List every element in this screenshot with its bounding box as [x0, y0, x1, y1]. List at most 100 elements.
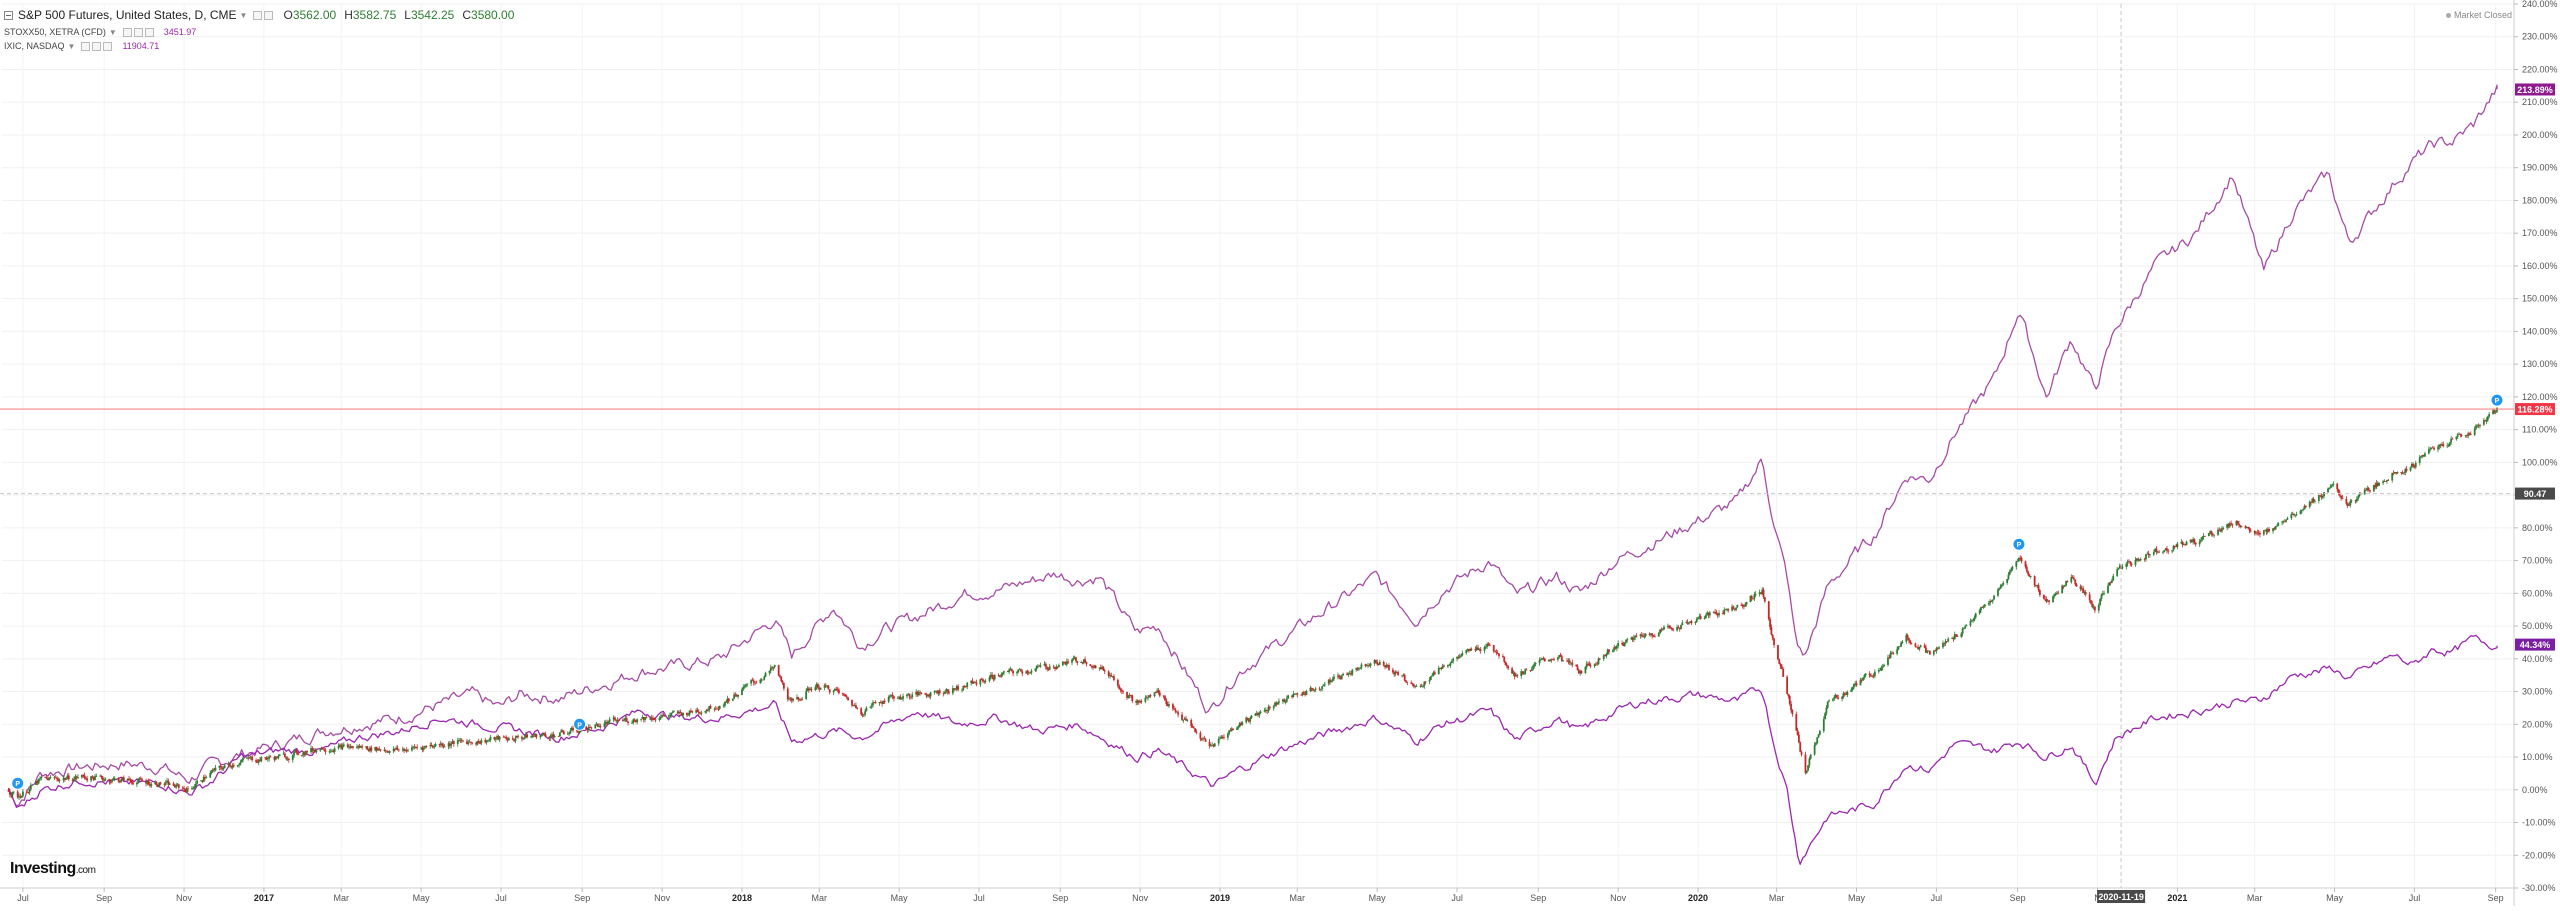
- candle-down: [2211, 533, 2214, 536]
- candle-down: [562, 731, 565, 735]
- x-tick-label: Mar: [1769, 893, 1785, 903]
- candle-up: [20, 795, 23, 798]
- candle-up: [1321, 686, 1324, 689]
- candle-down: [1047, 668, 1050, 670]
- candle-down: [1110, 675, 1113, 677]
- candle-down: [287, 758, 290, 760]
- y-tick-label: 220.00%: [2522, 64, 2558, 74]
- candle-up: [1136, 700, 1139, 703]
- candle-up: [1657, 632, 1660, 637]
- candle-down: [982, 679, 984, 682]
- candle-down: [497, 736, 500, 740]
- candle-up: [917, 692, 920, 695]
- candle-up: [542, 733, 544, 736]
- candle-down: [386, 750, 388, 752]
- compare-nasdaq-remove-icon[interactable]: [103, 41, 113, 51]
- event-marker-icon[interactable]: [2012, 537, 2026, 551]
- compare-nasdaq-settings-icon[interactable]: [92, 41, 102, 51]
- candle-up: [1441, 665, 1444, 669]
- candle-down: [1575, 664, 1578, 667]
- candle-down: [786, 688, 789, 700]
- candle-up: [1541, 658, 1544, 660]
- candle-up: [1267, 706, 1270, 712]
- candle-down: [311, 747, 314, 751]
- candle-up: [1818, 731, 1821, 735]
- compare-stoxx-remove-icon[interactable]: [144, 27, 154, 37]
- candle-up: [1832, 698, 1834, 701]
- event-marker-icon[interactable]: [11, 776, 25, 790]
- candle-down: [1240, 723, 1242, 725]
- hide-series-icon[interactable]: [253, 10, 263, 20]
- candle-up: [1342, 673, 1345, 676]
- candle-up: [1431, 675, 1434, 677]
- candle-down: [971, 680, 974, 684]
- compare-stoxx-name[interactable]: STOXX50, XETRA (CFD): [4, 27, 106, 37]
- candle-down: [108, 779, 111, 782]
- candle-down: [942, 693, 945, 695]
- compare-stoxx-dropdown-icon[interactable]: ▼: [108, 27, 117, 37]
- candle-down: [891, 694, 894, 697]
- candle-up: [2479, 424, 2481, 427]
- candle-up: [2290, 514, 2293, 519]
- candle-up: [1932, 650, 1935, 655]
- candle-down: [893, 696, 895, 699]
- compare-nasdaq-name[interactable]: IXIC, NASDAQ: [4, 41, 65, 51]
- candle-down: [2238, 523, 2240, 526]
- candle-down: [1553, 659, 1555, 661]
- series-settings-icon[interactable]: [264, 10, 274, 20]
- candle-down: [1795, 714, 1798, 731]
- candle-up: [238, 764, 240, 766]
- candle-up: [2328, 487, 2331, 489]
- candle-up: [1183, 718, 1186, 720]
- compare-stoxx-settings-icon[interactable]: [133, 27, 143, 37]
- symbol-title[interactable]: S&P 500 Futures, United States, D, CME: [18, 8, 237, 22]
- compare-nasdaq-dropdown-icon[interactable]: ▼: [67, 41, 76, 51]
- candle-up: [743, 686, 746, 688]
- event-marker-label: P: [2495, 398, 2500, 405]
- candle-down: [2439, 444, 2442, 446]
- candle-up: [329, 751, 332, 753]
- candle-down: [156, 784, 159, 787]
- candle-down: [1504, 661, 1507, 666]
- ohlc-close: C3580.00: [462, 8, 515, 22]
- candle-down: [1651, 633, 1654, 636]
- candle-up: [2488, 414, 2491, 417]
- stoxx-last-value-badge-bg: [2515, 638, 2555, 651]
- candle-up: [2121, 566, 2124, 569]
- symbol-dropdown-icon[interactable]: ▼: [239, 10, 248, 20]
- candle-down: [460, 739, 463, 741]
- event-marker-icon[interactable]: [573, 717, 587, 731]
- candle-down: [2340, 495, 2343, 498]
- candle-up: [2311, 498, 2314, 503]
- candle-up: [2349, 501, 2352, 506]
- candle-down: [149, 784, 151, 786]
- candle-up: [1272, 706, 1275, 709]
- candle-down: [633, 719, 636, 721]
- candle-up: [2383, 481, 2386, 482]
- candle-up: [2404, 469, 2407, 473]
- candle-up: [1522, 673, 1525, 675]
- candle-down: [109, 781, 112, 783]
- candle-up: [2456, 434, 2459, 437]
- logo-suffix: .com: [75, 865, 96, 876]
- candle-up: [1877, 669, 1880, 672]
- compare-nasdaq-hide-icon[interactable]: [81, 41, 91, 51]
- compare-stoxx-hide-icon[interactable]: [122, 27, 132, 37]
- candle-down: [1006, 671, 1009, 673]
- candle-down: [2304, 505, 2307, 508]
- candle-up: [1016, 672, 1018, 674]
- candle-down: [1566, 660, 1568, 662]
- y-tick-label: 160.00%: [2522, 261, 2558, 271]
- candle-down: [751, 680, 754, 681]
- candle-down: [1382, 661, 1385, 666]
- event-marker-icon[interactable]: [2490, 393, 2504, 407]
- candle-down: [2231, 523, 2234, 525]
- candle-up: [48, 778, 51, 781]
- candle-up: [759, 679, 762, 683]
- collapse-legend-icon[interactable]: [4, 10, 13, 20]
- candle-up: [223, 765, 226, 769]
- candle-up: [1258, 712, 1261, 716]
- candle-down: [1208, 741, 1211, 746]
